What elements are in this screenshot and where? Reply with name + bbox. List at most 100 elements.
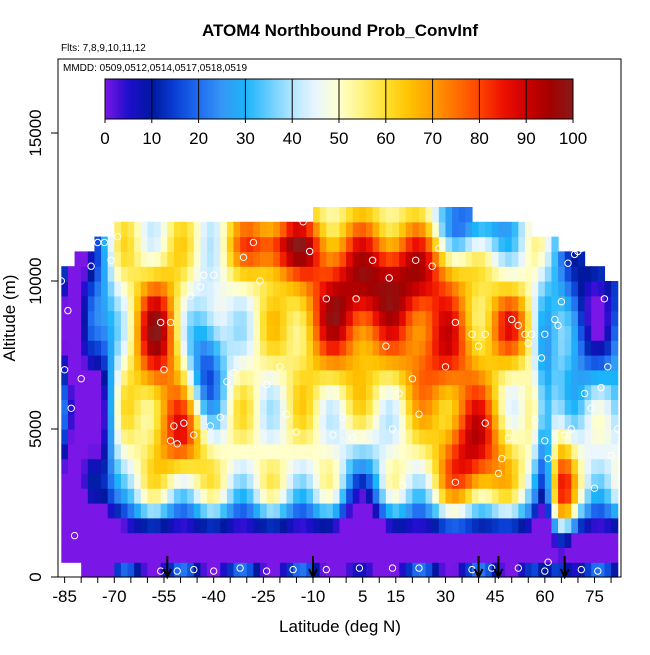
heatmap-cell [101, 266, 109, 282]
heatmap-cell [385, 310, 394, 326]
heatmap-cell [491, 414, 500, 430]
heatmap-cell [339, 458, 347, 474]
heatmap-cell [577, 458, 586, 474]
heatmap-cell [359, 399, 367, 415]
heatmap-cell [458, 443, 466, 460]
heatmap-cell [438, 295, 447, 312]
heatmap-cell [266, 384, 274, 400]
heatmap-cell [591, 266, 599, 282]
heatmap-cell [531, 458, 539, 474]
heatmap-cell [352, 207, 360, 223]
heatmap-cell [154, 429, 162, 445]
colorbar-swatch [191, 79, 195, 119]
heatmap-cell [597, 325, 606, 341]
heatmap-cell [306, 547, 314, 563]
heatmap-cell [120, 369, 129, 386]
heatmap-cell [498, 281, 506, 297]
observation-point [508, 315, 516, 324]
colorbar-swatch [477, 79, 480, 119]
heatmap-cell [319, 547, 327, 563]
heatmap-cell [332, 236, 341, 252]
heatmap-cell [365, 281, 374, 297]
colorbar-swatch [385, 79, 389, 119]
heatmap-cell [173, 251, 182, 267]
heatmap-cell [107, 443, 115, 460]
heatmap-cell [399, 547, 407, 563]
observation-point [388, 425, 397, 433]
heatmap-cell [167, 310, 175, 326]
colorbar-swatch [406, 79, 410, 119]
heatmap-cell [491, 503, 500, 519]
heatmap-cell [226, 281, 235, 297]
heatmap-cell [372, 503, 380, 519]
heatmap-cell [465, 547, 473, 563]
heatmap-cell [445, 251, 453, 267]
heatmap-cell [114, 355, 122, 371]
heatmap-cell [180, 355, 188, 371]
colorbar-tick-label: 20 [189, 129, 208, 148]
heatmap-cell [365, 547, 374, 563]
heatmap-cell [187, 266, 195, 282]
heatmap-cell [187, 517, 195, 534]
heatmap-cell [273, 532, 281, 548]
heatmap-cell [485, 399, 493, 415]
heatmap-cell [279, 503, 288, 519]
heatmap-cell [352, 488, 360, 504]
heatmap-cell [538, 429, 546, 445]
heatmap-cell [226, 251, 235, 267]
heatmap-cell [524, 488, 533, 504]
x-tick-label: 45 [486, 587, 505, 606]
heatmap-cell [67, 488, 76, 504]
colorbar-swatch [474, 79, 478, 119]
heatmap-cell [418, 369, 427, 386]
heatmap-cell [458, 221, 466, 238]
heatmap-cell [246, 340, 254, 356]
heatmap-cell [425, 369, 433, 386]
heatmap-cell [471, 399, 480, 415]
heatmap-cell [511, 384, 519, 400]
heatmap-cell [326, 473, 334, 489]
heatmap-cell [200, 310, 208, 326]
heatmap-cell [253, 281, 261, 297]
heatmap-cell [220, 429, 228, 445]
heatmap-cell [154, 369, 162, 386]
heatmap-cell [299, 473, 307, 489]
heatmap-cell [571, 384, 579, 400]
colorbar-swatch [549, 79, 553, 119]
observation-point [64, 306, 72, 315]
heatmap-cell [445, 532, 453, 548]
heatmap-cell [193, 458, 201, 474]
heatmap-cell [279, 399, 288, 415]
heatmap-cell [226, 562, 235, 578]
heatmap-cell [372, 399, 380, 415]
heatmap-cell [200, 295, 208, 312]
observation-point [408, 375, 417, 383]
heatmap-cell [213, 236, 221, 252]
heatmap-cell [359, 251, 367, 267]
heatmap-cell [518, 503, 526, 519]
heatmap-cell [160, 281, 168, 297]
heatmap-cell [220, 340, 228, 356]
heatmap-cell [432, 236, 440, 252]
heatmap-cell [538, 310, 546, 326]
heatmap-cell [120, 503, 129, 519]
heatmap-cell [220, 488, 228, 504]
heatmap-cell [339, 443, 347, 460]
heatmap-cell [365, 488, 374, 504]
heatmap-cell [160, 266, 168, 282]
heatmap-cell [173, 236, 182, 252]
colorbar-swatch [126, 79, 129, 119]
heatmap-cell [240, 236, 248, 252]
heatmap-cell [326, 266, 334, 282]
heatmap-cell [299, 281, 307, 297]
heatmap-cell [81, 443, 89, 460]
heatmap-cell [74, 251, 82, 267]
heatmap-cell [551, 547, 559, 563]
colorbar-swatch [151, 79, 155, 119]
heatmap-cell [558, 251, 566, 267]
colorbar-swatch [198, 79, 202, 119]
heatmap-cell [120, 325, 129, 341]
heatmap-cell [114, 221, 122, 238]
heatmap-cell [160, 488, 168, 504]
heatmap-cell [107, 295, 115, 312]
